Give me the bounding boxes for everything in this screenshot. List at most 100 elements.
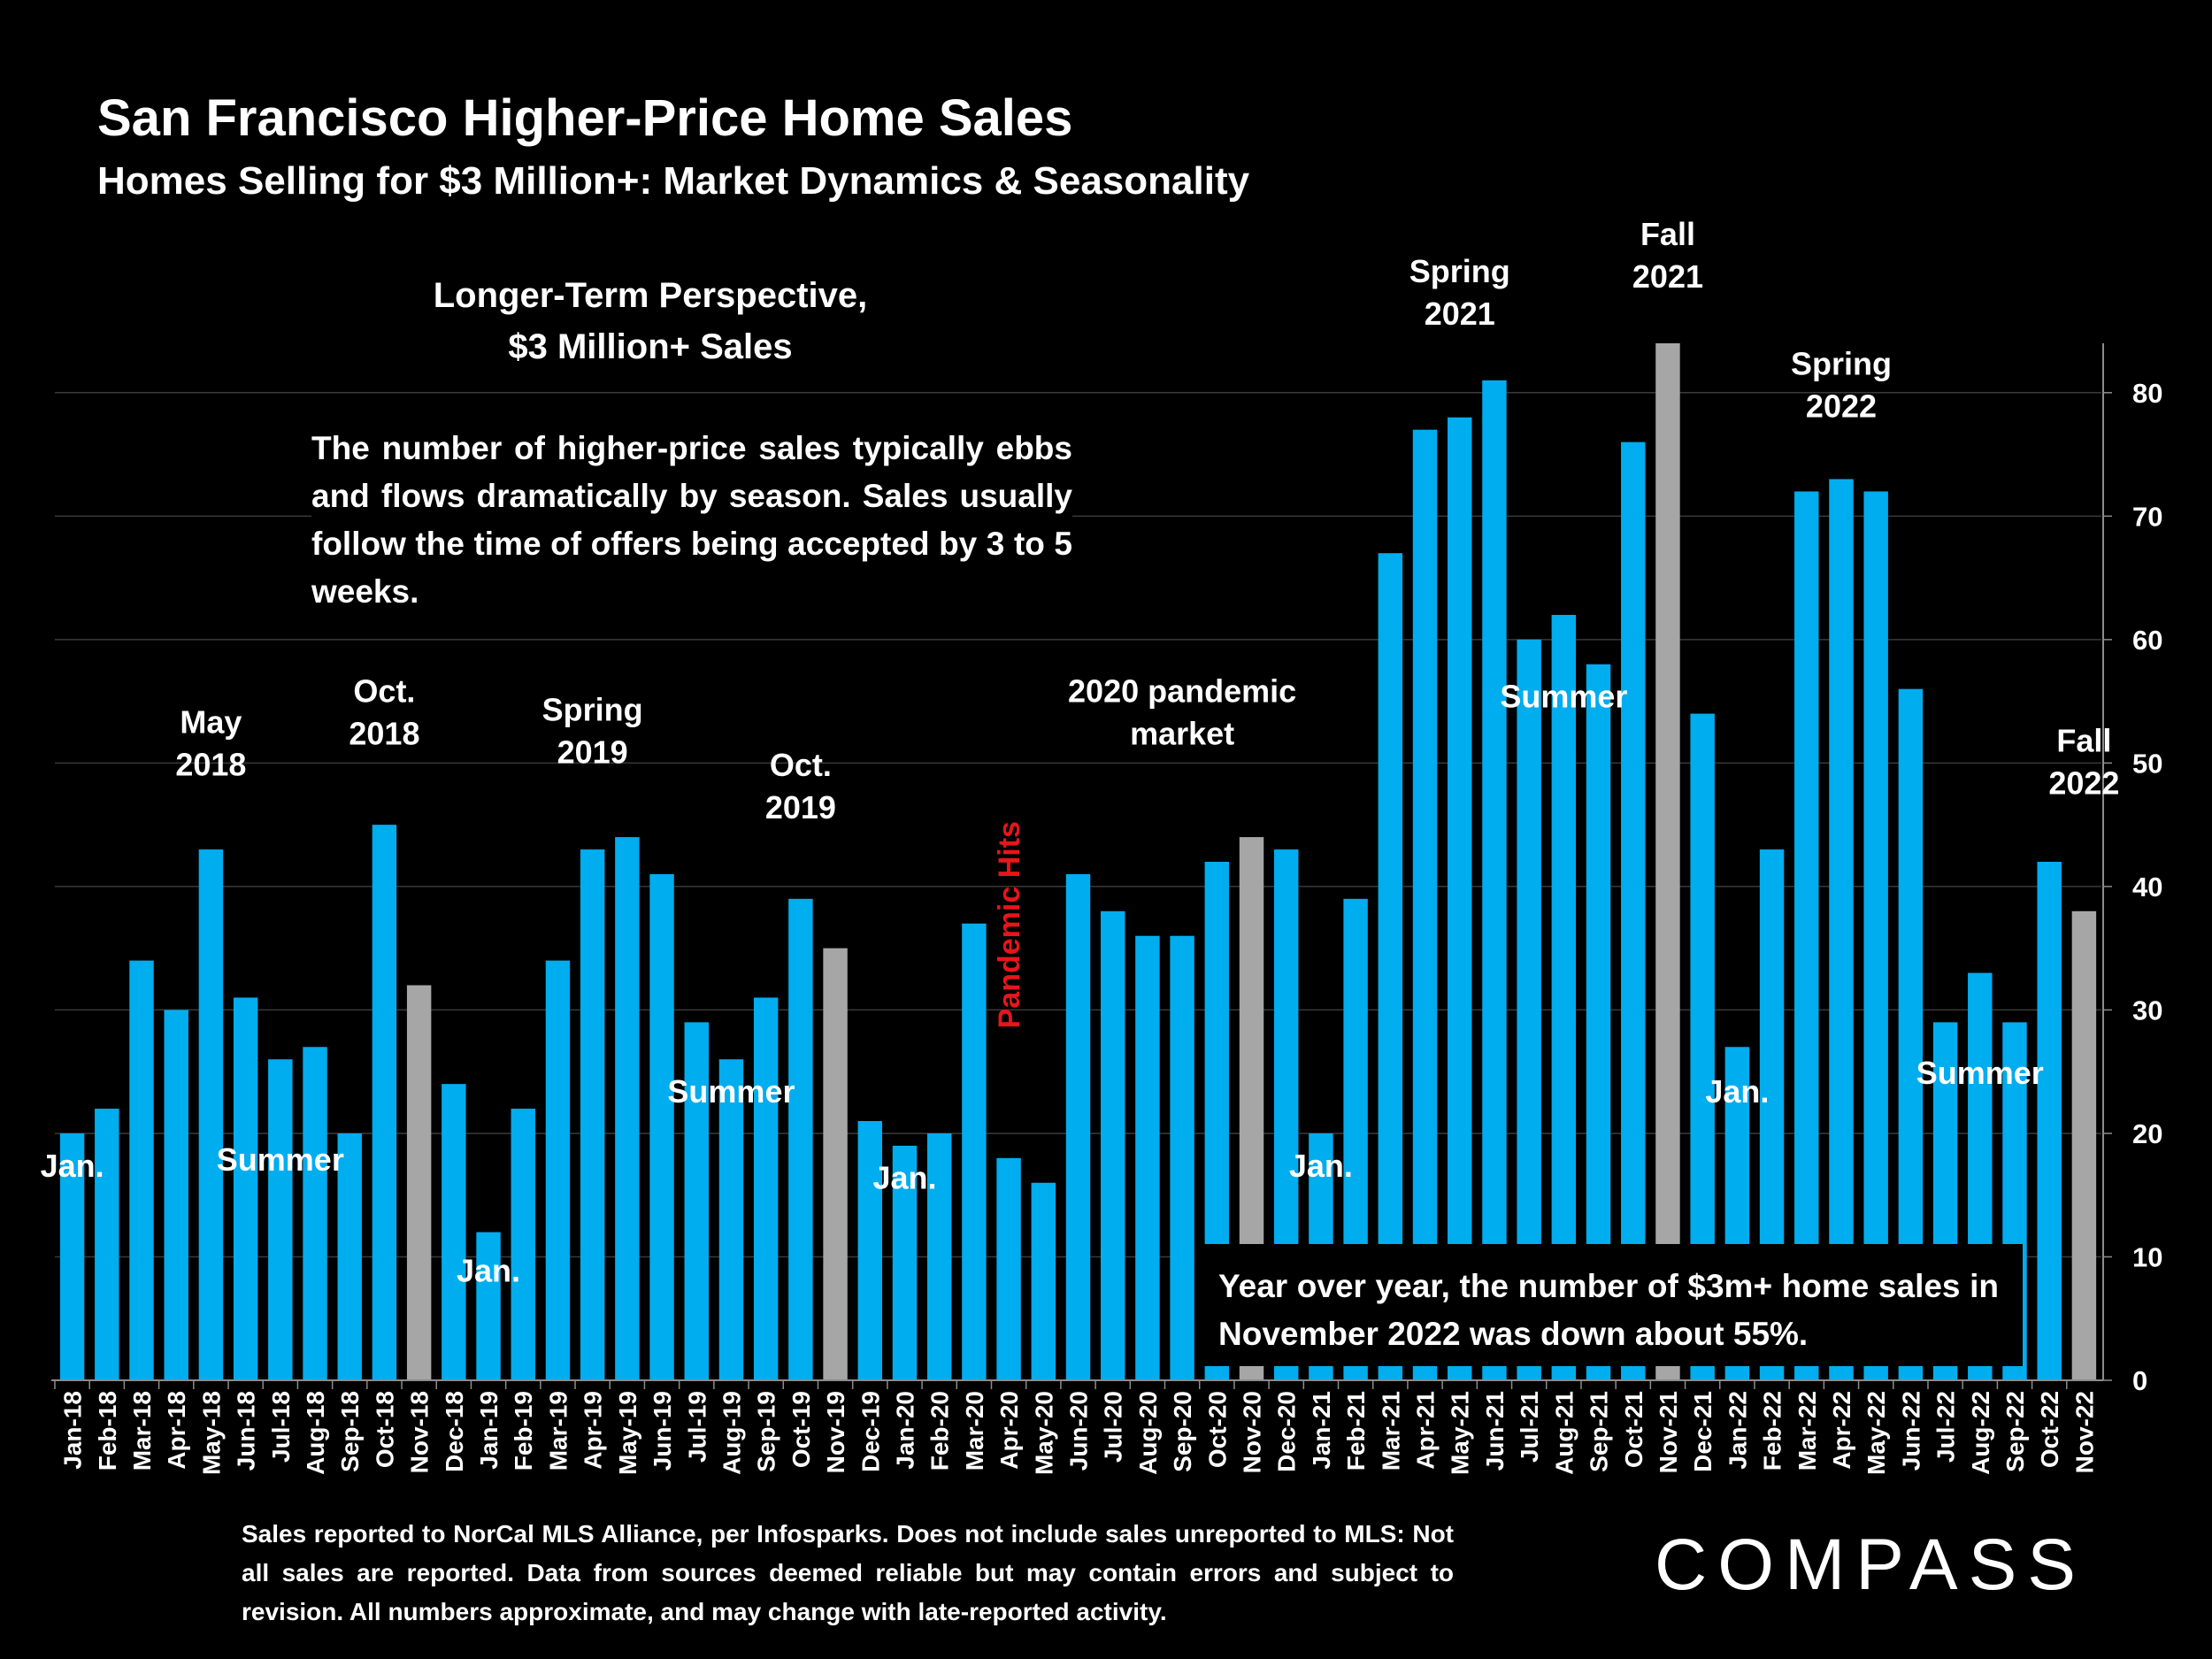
x-tick-label: Apr-18 [163,1391,190,1470]
bar [1170,935,1194,1380]
bar [1065,873,1091,1380]
x-tick-label: Aug-19 [718,1391,745,1475]
annotation-label: Fall 2021 [1632,216,1703,295]
x-tick-label: Nov-22 [2070,1391,2098,1473]
bar [303,1047,327,1380]
x-tick-label: Feb-22 [1759,1391,1786,1471]
x-tick-label: Aug-22 [1967,1391,1994,1475]
bar [1378,553,1403,1380]
x-tick-labels: Jan-18 Feb-18 Mar-18 Apr-18 May-18 Jun-18 Jul-… [59,1391,2099,1475]
x-tick-label: Aug-21 [1550,1391,1578,1475]
annotation-label: May 2018 [175,703,246,782]
bar [1412,429,1438,1381]
y-tick-label: 50 [2132,748,2162,779]
bar [372,825,397,1380]
note-body: The number of higher-price sales typical… [311,425,1072,616]
bar [1829,479,1854,1380]
x-tick-label: Sep-21 [1586,1391,1613,1472]
bar [511,1109,535,1380]
x-tick-label: Mar-19 [544,1391,572,1471]
x-tick-label: Feb-20 [926,1391,954,1471]
bar [1794,491,1819,1380]
bar [649,873,674,1380]
bar [892,1145,918,1380]
bar [962,923,987,1380]
bar [545,960,571,1380]
annotations: Jan. May 2018 Summer Oct. 2018 Jan. Spring 2019 S… [41,216,2120,1288]
bar [1448,417,1472,1380]
bar [59,1133,85,1380]
annotation-label: Summer [1916,1055,2044,1091]
bar [823,948,848,1380]
annotation-label: Oct. 2019 [765,747,836,826]
y-tick-label: 30 [2132,995,2162,1025]
x-tick-label: Feb-19 [510,1391,537,1471]
bar [476,1232,501,1380]
bar [753,997,779,1380]
bar [1482,380,1507,1380]
annotation-label: Fall 2022 [2048,722,2119,801]
y-tick-label: 0 [2132,1365,2147,1396]
x-tick-label: Apr-19 [580,1391,607,1470]
bar [580,849,605,1380]
x-tick-label: Jul-21 [1516,1391,1543,1463]
x-tick-label: Oct-22 [2036,1391,2063,1468]
axes [51,343,2112,1389]
annotation-label: Oct. 2018 [349,672,419,751]
pandemic-hits-label: Pandemic Hits [993,821,1026,1028]
y-tick-labels: 0 10 20 30 40 50 60 70 80 [2132,378,2162,1396]
bar [684,1022,709,1380]
annotation-label: Jan. [1289,1148,1353,1184]
x-tick-label: Oct-20 [1203,1391,1231,1468]
annotation-label: Jan. [1705,1073,1769,1110]
bar [615,837,640,1380]
x-tick-label: Mar-20 [961,1391,988,1471]
x-tick-label: Sep-19 [753,1391,780,1472]
x-tick-label: Oct-19 [787,1391,815,1468]
annotation-label: Jan. [872,1160,936,1196]
bar [996,1157,1021,1380]
x-tick-label: Mar-21 [1377,1391,1404,1471]
y-tick-label: 60 [2132,625,2162,656]
x-tick-label: Dec-21 [1689,1391,1717,1472]
annotation-label: Summer [1500,679,1627,715]
bar [857,1121,883,1380]
bar [926,1133,952,1380]
x-tick-label: Dec-19 [856,1391,884,1472]
bar [1655,343,1680,1380]
bar [442,1084,466,1380]
x-tick-label: Dec-18 [441,1391,468,1472]
y-tick-label: 40 [2132,872,2162,902]
x-tick-label: Jan-22 [1724,1391,1751,1470]
x-tick-label: Jun-18 [233,1391,260,1471]
chart-title: San Francisco Higher-Price Home Sales [97,89,1073,147]
y-tick-label: 70 [2132,501,2162,532]
note-heading-line2: $3 Million+ Sales [508,327,793,366]
x-tick-label: Jun-20 [1065,1391,1093,1471]
x-tick-label: Oct-21 [1620,1391,1647,1468]
bar [337,1133,362,1380]
x-tick-label: Nov-18 [406,1391,434,1473]
note-heading-line1: Longer-Term Perspective, [433,276,868,315]
x-tick-label: May-18 [197,1391,225,1475]
x-tick-label: Apr-21 [1412,1391,1440,1470]
bar [2037,862,2062,1380]
x-tick-label: Jun-19 [649,1391,676,1471]
annotation-label: Spring 2022 [1791,346,1892,425]
x-tick-label: Apr-22 [1828,1391,1855,1470]
bar [2071,910,2097,1380]
x-tick-label: Aug-20 [1134,1391,1162,1475]
bar [95,1109,119,1380]
x-tick-label: Nov-21 [1655,1391,1682,1473]
annotation-label: 2020 pandemic market [1068,672,1296,751]
x-tick-label: Nov-19 [822,1391,849,1473]
bar [129,960,154,1380]
x-tick-label: May-19 [614,1391,641,1475]
x-tick-label: Jun-22 [1897,1391,1924,1471]
x-tick-label: Oct-18 [371,1391,398,1468]
x-tick-label: Jun-21 [1481,1391,1509,1471]
x-tick-label: Nov-20 [1239,1391,1266,1473]
y-tick-label: 80 [2132,378,2162,409]
footnote: Sales reported to NorCal MLS Alliance, p… [242,1520,1454,1625]
